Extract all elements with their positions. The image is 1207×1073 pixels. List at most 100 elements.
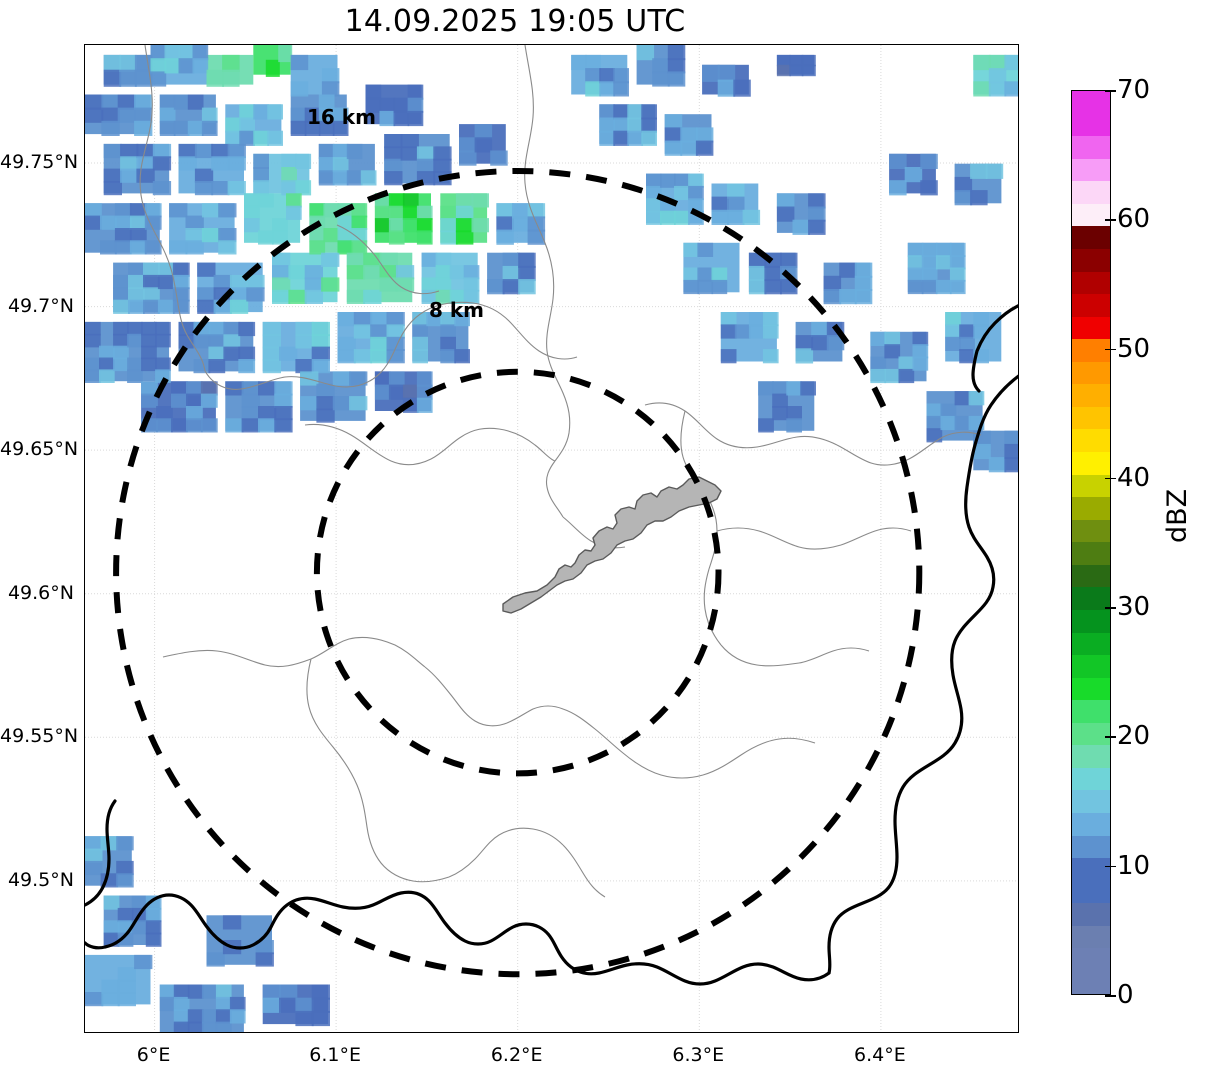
radar-echo-cell: [440, 218, 458, 233]
radar-echo-cell: [613, 104, 629, 120]
radar-echo-cell: [652, 58, 670, 74]
radar-echo-cell: [200, 381, 218, 396]
radar-echo-cell: [253, 153, 269, 169]
radar-echo-cell: [386, 324, 405, 339]
radar-echo-cell: [197, 299, 216, 314]
radar-echo-cell: [764, 279, 782, 295]
radar-echo-cell: [244, 205, 260, 220]
radar-echo-cell: [416, 384, 433, 400]
radar-echo-cell: [926, 403, 943, 418]
radar-echo-cell: [459, 150, 477, 166]
radar-echo-cell: [748, 312, 765, 327]
radar-echo-cell: [792, 219, 810, 235]
radar-echo-cell: [134, 107, 153, 123]
radar-echo-cell: [113, 274, 130, 290]
radar-echo-cell: [201, 1021, 218, 1032]
radar-echo-cell: [384, 146, 403, 161]
colorbar[interactable]: [1071, 90, 1111, 995]
radar-echo-cell: [101, 94, 120, 110]
radar-echo-cell: [159, 120, 176, 136]
radar-echo-cell: [223, 346, 241, 361]
radar-echo-cell: [136, 143, 155, 159]
radar-echo-cell: [201, 203, 221, 218]
radar-echo-cell: [664, 114, 683, 130]
radar-echo-cell: [988, 81, 1007, 97]
radar-echo-cell: [512, 216, 530, 232]
radar-echo-cell: [178, 58, 195, 74]
radar-echo-cell: [157, 299, 175, 314]
radar-echo-cell: [646, 198, 662, 213]
radar-echo-cell: [688, 173, 704, 188]
radar-echo-cell: [194, 181, 214, 196]
radar-echo-cell: [222, 69, 240, 87]
radar-echo-cell: [346, 265, 366, 280]
radar-echo-cell: [907, 255, 924, 270]
radar-echo-cell: [134, 54, 153, 72]
range-ring: [113, 167, 923, 978]
radar-echo-cell: [720, 312, 737, 327]
radar-echo-cell: [85, 94, 104, 110]
radar-echo-cell: [772, 381, 788, 396]
radar-echo-cell: [274, 381, 293, 396]
radar-echo-cell: [241, 418, 260, 433]
radar-echo-cell: [641, 117, 657, 133]
radar-echo-cell: [727, 209, 745, 225]
radar-echo-cell: [173, 996, 190, 1012]
radar-echo-cell: [945, 312, 961, 327]
radar-echo-cell: [120, 143, 139, 159]
colorbar-tick-label: 30: [1117, 592, 1151, 623]
radar-echo-cell: [416, 146, 436, 161]
radar-echo-cell: [854, 275, 873, 291]
radar-echo-cell: [187, 1021, 204, 1032]
radar-echo-cell: [279, 346, 298, 361]
radar-echo-cell: [129, 228, 147, 243]
colorbar-band: [1072, 903, 1110, 926]
radar-echo-cell: [144, 203, 162, 218]
radar-echo-cell: [143, 274, 160, 290]
radar-echo-cell: [318, 170, 335, 186]
radar-echo-cell: [349, 371, 368, 386]
radar-echo-cell: [267, 104, 283, 120]
colorbar-band: [1072, 406, 1110, 430]
radar-echo-cell: [337, 336, 356, 351]
radar-echo-cell: [262, 321, 281, 337]
radar-echo-cell: [200, 393, 218, 408]
radar-echo-cell: [904, 167, 923, 183]
radar-echo-cell: [186, 406, 203, 421]
radar-echo-cell: [758, 381, 774, 396]
radar-echo-cell: [337, 215, 354, 230]
radar-echo-cell: [119, 69, 137, 87]
radar-echo-cell: [988, 54, 1007, 71]
radar-echo-cell: [697, 242, 714, 257]
radar-echo-cell: [173, 94, 190, 110]
radar-echo-cell: [141, 333, 157, 348]
radar-echo-cell: [208, 346, 226, 361]
radar-echo-cell: [502, 265, 521, 282]
radar-map-plot[interactable]: 16 km 8 km: [84, 44, 1019, 1033]
radar-echo-cell: [870, 331, 887, 346]
radar-echo-cell: [388, 371, 405, 387]
radar-echo-cell: [113, 333, 129, 348]
radar-echo-cell: [920, 180, 938, 196]
radar-echo-cell: [114, 228, 132, 243]
colorbar-band: [1072, 880, 1110, 904]
radar-echo-cell: [433, 146, 452, 161]
radar-echo-cell: [159, 984, 176, 999]
radar-echo-cell: [265, 59, 280, 77]
radar-echo-cell: [157, 274, 175, 290]
radar-echo-cell: [660, 210, 676, 225]
radar-echo-cell: [218, 203, 237, 218]
page-title: 14.09.2025 19:05 UTC: [344, 4, 686, 39]
radar-echo-cell: [85, 836, 103, 851]
radar-echo-cell: [393, 110, 410, 127]
radar-echo-cell: [155, 333, 171, 348]
radar-echo-cell: [973, 81, 991, 97]
radar-echo-cell: [823, 289, 842, 305]
radar-echo-cell: [332, 396, 352, 411]
radar-echo-cell: [113, 287, 130, 302]
radar-echo-cell: [114, 215, 132, 230]
radar-echo-cell: [103, 920, 120, 935]
radar-echo-cell: [290, 107, 307, 123]
radar-echo-cell: [627, 130, 643, 146]
radar-echo-cell: [309, 203, 326, 218]
